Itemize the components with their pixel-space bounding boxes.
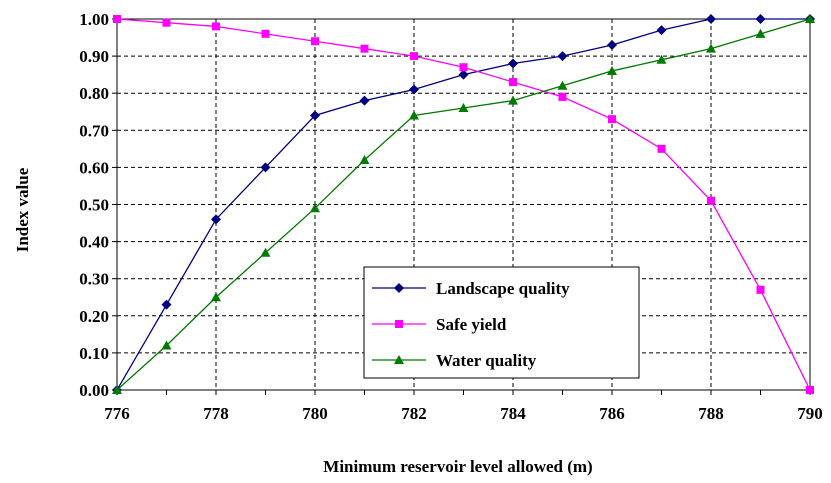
legend-swatch-marker: [394, 283, 404, 293]
data-point-triangle: [310, 203, 320, 213]
y-tick-label: 0.30: [79, 270, 109, 289]
data-point-square: [162, 18, 171, 27]
data-point-triangle: [112, 385, 122, 394]
y-tick-label: 0.00: [79, 381, 109, 400]
x-tick-label: 786: [599, 404, 625, 423]
data-point-square: [509, 78, 517, 87]
data-point-square: [756, 285, 765, 294]
x-tick-label: 780: [302, 404, 328, 423]
data-point-square: [459, 63, 468, 72]
y-tick-label: 0.40: [79, 233, 109, 252]
x-tick-label: 776: [104, 404, 130, 423]
data-point-square: [806, 386, 814, 394]
data-point-triangle: [557, 80, 568, 90]
data-point-triangle: [211, 292, 221, 302]
data-point-square: [360, 44, 369, 53]
data-point-diamond: [458, 69, 469, 80]
data-point-diamond: [508, 58, 518, 69]
series-safe-yield: [113, 15, 814, 394]
y-tick-label: 0.70: [79, 121, 109, 140]
legend-label: Water quality: [436, 351, 537, 370]
data-point-triangle: [656, 54, 667, 64]
x-axis: 776 778 780 782 784 786 788 790: [104, 390, 823, 423]
legend-entry: Safe yield: [372, 315, 507, 334]
x-axis-title: Minimum reservoir level allowed (m): [323, 457, 592, 476]
y-tick-label: 0.50: [79, 196, 109, 215]
data-point-square: [558, 92, 567, 101]
data-point-square: [113, 15, 121, 23]
legend-swatch-marker: [394, 355, 404, 364]
data-point-triangle: [706, 43, 716, 53]
y-tick-label: 0.60: [79, 158, 109, 177]
y-axis-title: Index value: [13, 167, 32, 252]
data-point-square: [657, 144, 666, 153]
y-tick-label: 0.10: [79, 344, 109, 363]
legend-entry: Water quality: [372, 351, 537, 370]
x-tick-label: 790: [797, 404, 823, 423]
x-tick-label: 778: [203, 404, 229, 423]
legend: Landscape quality Safe yield Water quality: [363, 266, 640, 379]
x-tick-label: 782: [401, 404, 427, 423]
data-point-square: [212, 22, 220, 31]
data-point-diamond: [211, 214, 221, 225]
data-point-diamond: [359, 95, 370, 106]
y-tick-label: 0.90: [79, 47, 109, 66]
series-group: [112, 14, 815, 395]
legend-entry: Landscape quality: [372, 279, 570, 298]
data-point-triangle: [409, 110, 419, 120]
series-landscape-quality: [112, 14, 815, 395]
data-point-diamond: [557, 51, 568, 62]
y-tick-label: 1.00: [79, 10, 109, 29]
data-point-triangle: [161, 340, 172, 350]
data-point-diamond: [260, 162, 271, 173]
legend-label: Landscape quality: [436, 279, 570, 298]
data-point-triangle: [607, 65, 617, 75]
data-point-diamond: [607, 39, 617, 50]
data-point-triangle: [458, 103, 469, 113]
data-point-square: [311, 37, 319, 46]
data-point-diamond: [755, 14, 766, 24]
data-point-square: [261, 29, 270, 38]
y-tick-label: 0.80: [79, 84, 109, 103]
data-point-square: [410, 52, 418, 61]
data-point-triangle: [359, 154, 370, 164]
x-tick-label: 784: [500, 404, 526, 423]
y-tick-label: 0.20: [79, 307, 109, 326]
data-point-triangle: [508, 95, 518, 105]
data-point-triangle: [805, 14, 815, 23]
data-point-square: [608, 115, 616, 124]
data-point-diamond: [706, 14, 716, 24]
legend-label: Safe yield: [436, 315, 507, 334]
data-point-square: [707, 196, 715, 205]
data-point-triangle: [755, 28, 766, 38]
data-point-triangle: [260, 247, 271, 257]
series-water-quality: [112, 14, 815, 394]
data-point-diamond: [161, 299, 172, 310]
legend-swatch-marker: [395, 320, 403, 328]
data-point-diamond: [409, 84, 419, 95]
x-tick-label: 788: [698, 404, 724, 423]
data-point-diamond: [310, 110, 320, 121]
y-axis: 0.00 0.10 0.20 0.30 0.40 0.50 0.60 0.70 0.80 0.90…: [79, 10, 117, 400]
data-point-diamond: [656, 25, 667, 36]
